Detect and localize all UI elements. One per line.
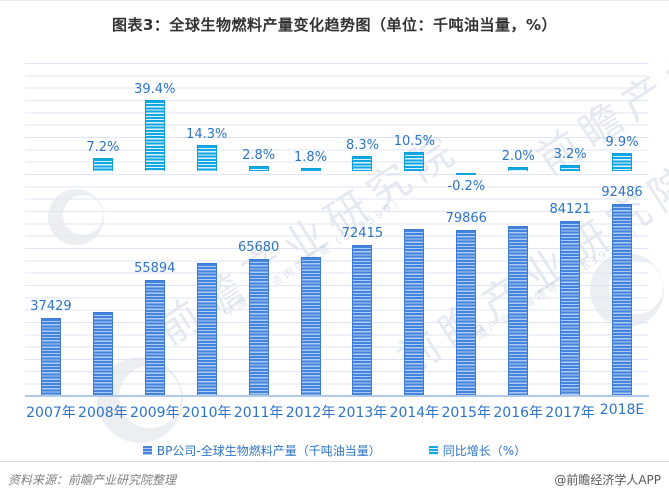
production-bar-2015年: [456, 229, 477, 396]
x-label-2007年: 2007年: [26, 405, 76, 421]
production-bar-2014年: [404, 229, 425, 396]
production-label-2007年: 37429: [30, 299, 72, 315]
growth-bar-2008年: [92, 158, 113, 171]
growth-label-2018E: 9.9%: [605, 135, 639, 151]
credit-note: @前瞻经济学人APP: [554, 473, 661, 487]
growth-label-2012年: 1.8%: [294, 149, 328, 165]
legend-item-production: BP公司-全球生物燃料产量（千吨油当量）: [142, 442, 381, 459]
growth-bar-2017年: [560, 165, 581, 171]
growth-label-2014年: 10.5%: [393, 134, 436, 150]
x-label-2008年: 2008年: [78, 405, 128, 421]
growth-label-2016年: 2.0%: [501, 149, 535, 165]
production-label-2018E: 92486: [601, 184, 643, 200]
production-bar-2008年: [92, 312, 113, 396]
x-label-2010年: 2010年: [181, 405, 232, 421]
chart-title: 图表3：全球生物燃料产量变化趋势图（单位：千吨油当量，%）: [112, 16, 557, 34]
production-bar-2011年: [248, 259, 269, 396]
x-label-2015年: 2015年: [441, 405, 492, 421]
production-label-2017年: 84121: [549, 201, 591, 217]
growth-bar-2011年: [248, 165, 269, 171]
growth-bar-2014年: [404, 152, 425, 171]
production-label-2013年: 72415: [341, 226, 384, 242]
legend-swatch-growth-icon: [428, 446, 438, 455]
growth-label-2017年: 3.2%: [553, 147, 587, 163]
production-bar-2010年: [196, 263, 217, 396]
x-axis-line: [25, 395, 649, 397]
x-label-2011年: 2011年: [233, 405, 284, 421]
x-label-2013年: 2013年: [337, 405, 388, 421]
production-bar-2013年: [352, 245, 373, 396]
growth-bar-2010年: [196, 145, 217, 171]
plot-area: 37429 7.2% 55894 39.4% 14.3% 65680 2.8% 1.8% 724…: [25, 63, 648, 396]
growth-label-2008年: 7.2%: [86, 140, 120, 156]
production-label-2009年: 55894: [134, 260, 176, 276]
x-label-2014年: 2014年: [389, 405, 440, 421]
production-label-2015年: 79866: [445, 210, 487, 226]
legend-label-growth: 同比增长（%）: [442, 444, 527, 458]
x-label-2018E: 2018E: [599, 402, 645, 418]
growth-label-2013年: 8.3%: [345, 138, 379, 154]
production-bar-2012年: [300, 256, 321, 396]
x-label-2016年: 2016年: [493, 405, 544, 421]
production-bar-2009年: [144, 279, 165, 396]
legend-swatch-production-icon: [142, 446, 152, 455]
growth-bar-2012年: [300, 167, 321, 171]
growth-bar-2015年: [456, 173, 477, 175]
production-bar-2017年: [560, 220, 581, 396]
x-label-2017年: 2017年: [545, 405, 595, 421]
legend-item-growth: 同比增长（%）: [428, 442, 527, 459]
growth-bar-2018E: [612, 153, 633, 171]
growth-bar-2009年: [144, 100, 165, 171]
growth-bar-2013年: [352, 156, 373, 171]
source-note: 资料来源：前瞻产业研究院整理: [8, 473, 177, 487]
growth-label-2015年: -0.2%: [447, 179, 486, 194]
growth-label-2010年: 14.3%: [186, 127, 228, 143]
growth-label-2009年: 39.4%: [134, 82, 176, 98]
production-bar-2007年: [40, 318, 61, 396]
footer-divider: [0, 461, 669, 462]
growth-bar-2016年: [508, 167, 529, 171]
legend: BP公司-全球生物燃料产量（千吨油当量） 同比增长（%）: [0, 442, 669, 459]
legend-label-production: BP公司-全球生物燃料产量（千吨油当量）: [156, 444, 381, 458]
x-label-2012年: 2012年: [285, 405, 336, 421]
growth-label-2011年: 2.8%: [242, 147, 276, 163]
production-bar-2016年: [508, 226, 529, 396]
production-label-2011年: 65680: [237, 240, 280, 256]
production-bar-2018E: [612, 203, 633, 396]
x-label-2009年: 2009年: [129, 405, 180, 421]
